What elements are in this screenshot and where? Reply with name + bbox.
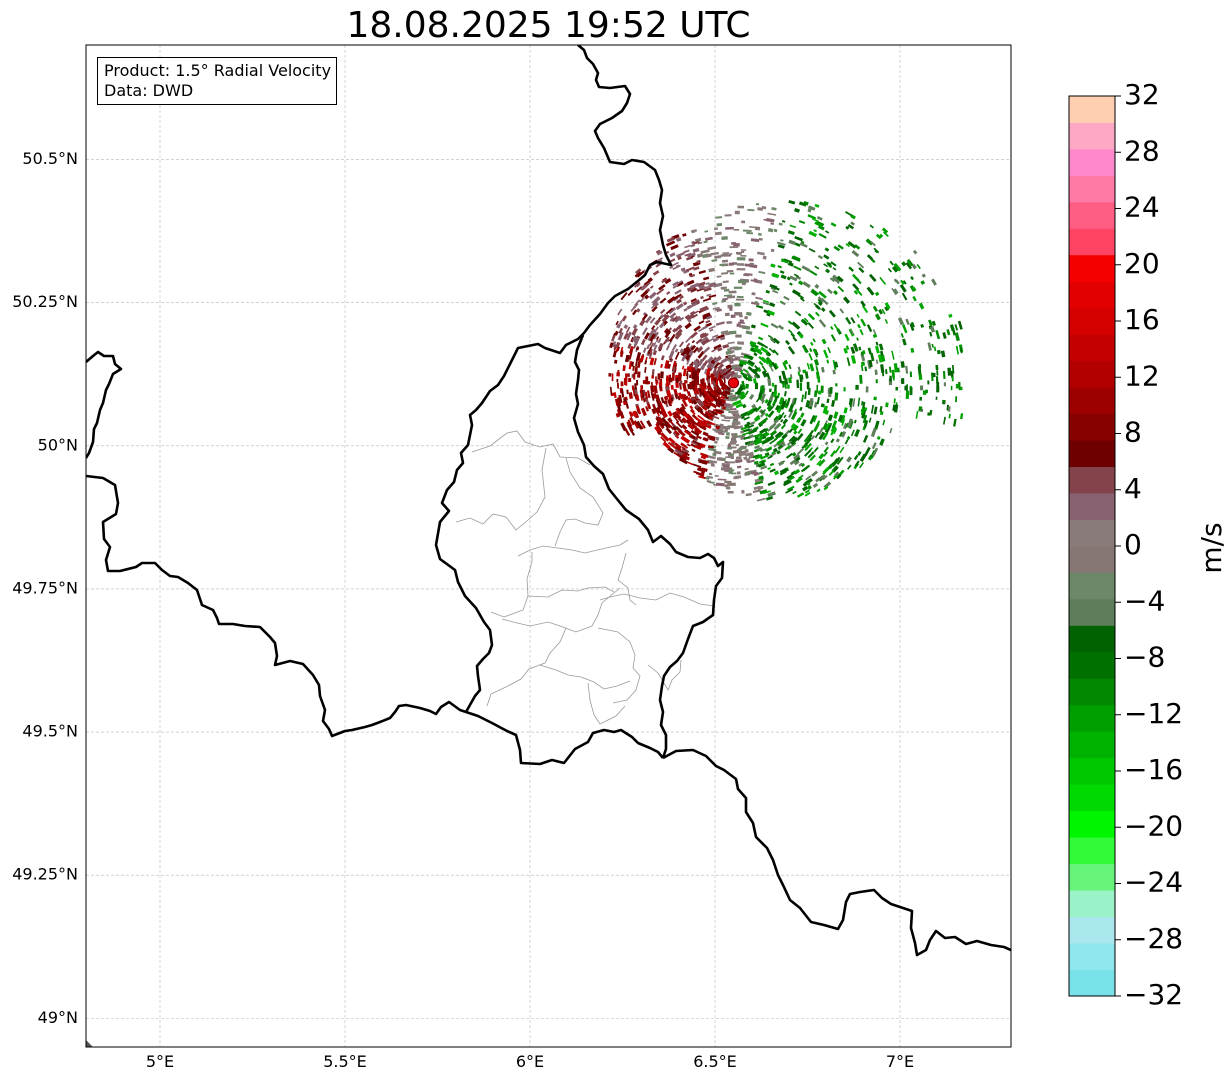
colorbar-tick-label: 12: [1124, 359, 1160, 392]
colorbar-tick-label: −28: [1124, 922, 1183, 955]
colorbar-cell: [1069, 201, 1115, 229]
map-frame: [85, 44, 1012, 1048]
colorbar-tick-label: −16: [1124, 753, 1183, 786]
colorbar-unit-label: m/s: [1195, 522, 1225, 573]
country-borders: [86, 45, 1011, 1047]
colorbar-tick-label: 28: [1124, 134, 1160, 167]
colorbar-cell: [1069, 784, 1115, 812]
colorbar-cell: [1069, 731, 1115, 759]
lat-label: 49.75°N: [12, 578, 78, 597]
border-belgium-luxembourg: [434, 45, 673, 713]
colorbar-cell: [1069, 943, 1115, 970]
colorbar-cell: [1069, 122, 1115, 150]
colorbar-cell: [1069, 148, 1115, 176]
colorbar-cell: [1069, 440, 1115, 467]
colorbar-cell: [1069, 466, 1115, 494]
colorbar-cell: [1069, 890, 1115, 917]
colorbar-cell: [1069, 546, 1115, 573]
lon-label: 6.5°E: [693, 1052, 737, 1071]
lat-label: 49°N: [38, 1008, 78, 1027]
colorbar-cell: [1069, 704, 1115, 732]
lat-label: 50.5°N: [22, 149, 78, 168]
data-source-label: Data: DWD: [104, 81, 194, 100]
colorbar-tick-label: 32: [1124, 78, 1160, 111]
colorbar-tick-label: −32: [1124, 978, 1183, 1011]
colorbar-cell: [1069, 519, 1115, 547]
colorbar-cell: [1069, 175, 1115, 203]
border-luxembourg-germany: [572, 334, 725, 759]
border-france-belgium: [86, 474, 467, 738]
colorbar-cell: [1069, 916, 1115, 944]
latitude-labels: 50.5°N 50.25°N 50°N 49.75°N 49.5°N 49.25°N 49°…: [12, 149, 78, 1027]
colorbar-cell: [1069, 307, 1115, 335]
colorbar-cell: [1069, 598, 1115, 626]
colorbar: 32 28 24 20 16 12 8 4 0 −4 −8 −12 −16 −20 −24 −28 −32 m/…: [1068, 78, 1225, 1011]
colorbar-cell: [1069, 625, 1115, 653]
colorbar-cell: [1069, 334, 1115, 362]
colorbar-cell: [1069, 837, 1115, 865]
colorbar-tick-label: 20: [1124, 247, 1160, 280]
product-label: Product: 1.5° Radial Velocity: [104, 61, 332, 80]
colorbar-tick-label: −24: [1124, 866, 1183, 899]
lon-label: 5.5°E: [323, 1052, 367, 1071]
colorbar-cell: [1069, 572, 1115, 600]
lat-label: 49.25°N: [12, 865, 78, 884]
lat-label: 49.5°N: [22, 722, 78, 741]
colorbar-cell: [1069, 387, 1115, 415]
colorbar-cell: [1069, 228, 1115, 256]
product-info-box: Product: 1.5° Radial Velocity Data: DWD: [97, 57, 338, 105]
colorbar-cell: [1069, 757, 1115, 785]
lon-label: 5°E: [146, 1052, 174, 1071]
colorbar-cell: [1069, 810, 1115, 838]
lon-label: 7°E: [886, 1052, 914, 1071]
colorbar-tick-label: 4: [1124, 472, 1142, 505]
graticule-grid: [86, 45, 1011, 1047]
lon-label: 6°E: [516, 1052, 544, 1071]
longitude-labels: 5°E 5.5°E 6°E 6.5°E 7°E: [146, 1052, 914, 1071]
lat-label: 50.25°N: [12, 292, 78, 311]
colorbar-tick-label: 8: [1124, 416, 1142, 449]
map-title: 18.08.2025 19:52 UTC: [346, 5, 751, 46]
border-luxembourg-france: [465, 710, 664, 766]
colorbar-tick-label: 0: [1124, 528, 1142, 561]
radar-velocity-echoes: [608, 199, 964, 502]
colorbar-cell: [1069, 360, 1115, 388]
colorbar-cell: [1069, 96, 1115, 123]
colorbar-tick-label: −12: [1124, 697, 1183, 730]
colorbar-cell: [1069, 413, 1115, 441]
colorbar-cell: [1069, 678, 1115, 706]
radar-site-marker[interactable]: [727, 377, 740, 389]
border-germany-france: [662, 748, 1011, 957]
colorbar-cell: [1069, 254, 1115, 282]
lat-label: 50°N: [38, 435, 78, 454]
colorbar-cell: [1069, 493, 1115, 520]
colorbar-tick-label: 16: [1124, 303, 1160, 336]
colorbar-tick-label: −4: [1124, 584, 1165, 617]
colorbar-cell: [1069, 651, 1115, 679]
colorbar-tick-label: −8: [1124, 641, 1165, 674]
colorbar-tick-label: −20: [1124, 809, 1183, 842]
colorbar-tick-label: 24: [1124, 191, 1160, 224]
corner-fragment: [86, 1040, 93, 1047]
canton-boundaries: [455, 430, 715, 725]
colorbar-cell: [1069, 281, 1115, 309]
colorbar-cell: [1069, 969, 1115, 997]
colorbar-cell: [1069, 863, 1115, 891]
border-west: [86, 350, 123, 459]
